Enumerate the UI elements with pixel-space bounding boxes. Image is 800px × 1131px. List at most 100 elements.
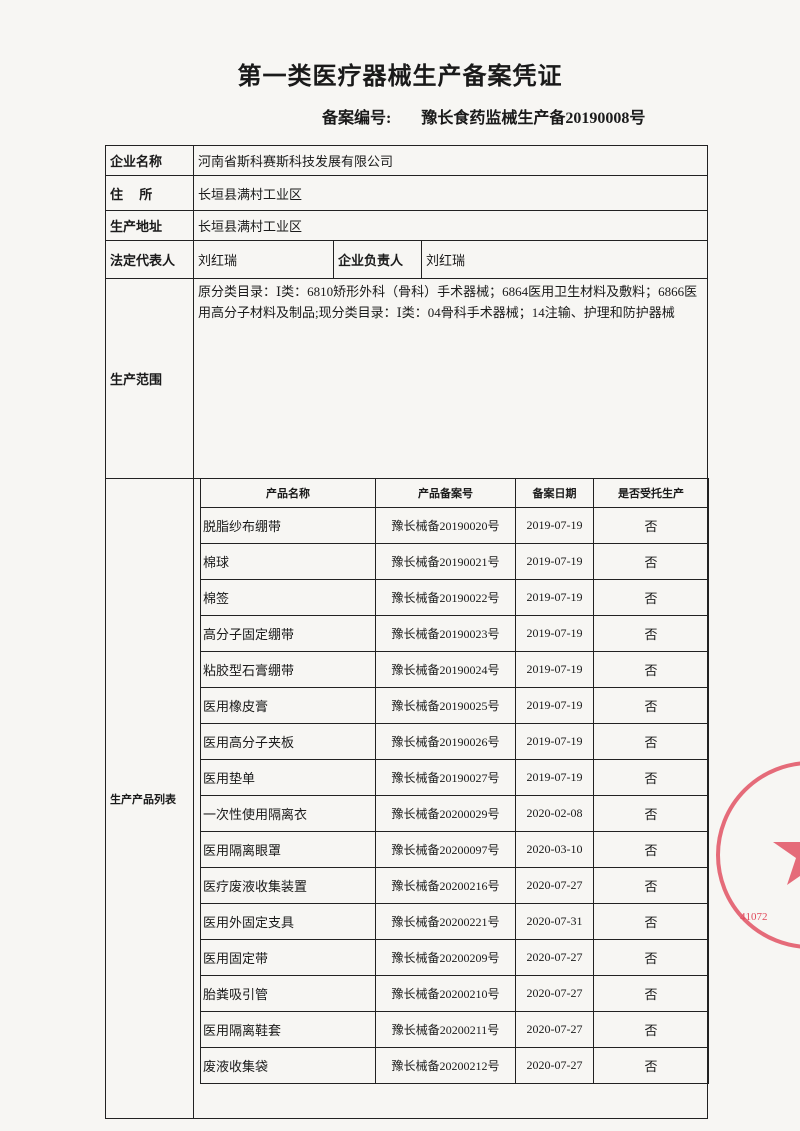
header-date: 备案日期 bbox=[515, 478, 594, 508]
product-date: 2019-07-19 bbox=[515, 687, 594, 724]
product-row: 医用固定带 豫长械备20200209号 2020-07-27 否 bbox=[200, 939, 709, 976]
product-date: 2020-07-27 bbox=[515, 1011, 594, 1048]
product-date: 2019-07-19 bbox=[515, 543, 594, 580]
record-label: 备案编号: bbox=[322, 110, 392, 127]
product-number: 豫长械备20200216号 bbox=[375, 867, 516, 904]
product-row: 医用外固定支具 豫长械备20200221号 2020-07-31 否 bbox=[200, 903, 709, 940]
product-date: 2020-07-27 bbox=[515, 1047, 594, 1084]
scope-label: 生产范围 bbox=[105, 278, 194, 479]
official-seal: 41072 bbox=[716, 761, 800, 949]
product-number: 豫长械备20190021号 bbox=[375, 543, 516, 580]
record-value: 豫长食药监械生产备20190008号 bbox=[421, 110, 646, 127]
product-row: 一次性使用隔离衣 豫长械备20200029号 2020-02-08 否 bbox=[200, 795, 709, 832]
product-name: 医用垫单 bbox=[200, 759, 376, 796]
product-number: 豫长械备20200029号 bbox=[375, 795, 516, 832]
product-entrusted: 否 bbox=[593, 543, 709, 580]
product-row: 医用垫单 豫长械备20190027号 2019-07-19 否 bbox=[200, 759, 709, 796]
company-label: 企业名称 bbox=[105, 145, 194, 176]
product-row: 医用隔离眼罩 豫长械备20200097号 2020-03-10 否 bbox=[200, 831, 709, 868]
product-date: 2020-07-27 bbox=[515, 867, 594, 904]
product-row: 医用橡皮膏 豫长械备20190025号 2019-07-19 否 bbox=[200, 687, 709, 724]
product-entrusted: 否 bbox=[593, 1011, 709, 1048]
header-number: 产品备案号 bbox=[375, 478, 516, 508]
product-header-row: 产品名称 产品备案号 备案日期 是否受托生产 bbox=[200, 478, 709, 508]
product-number: 豫长械备20200097号 bbox=[375, 831, 516, 868]
product-row: 棉签 豫长械备20190022号 2019-07-19 否 bbox=[200, 579, 709, 616]
product-date: 2019-07-19 bbox=[515, 723, 594, 760]
product-date: 2020-03-10 bbox=[515, 831, 594, 868]
product-name: 高分子固定绷带 bbox=[200, 615, 376, 652]
product-entrusted: 否 bbox=[593, 939, 709, 976]
product-entrusted: 否 bbox=[593, 903, 709, 940]
product-number: 豫长械备20200221号 bbox=[375, 903, 516, 940]
product-row: 医用隔离鞋套 豫长械备20200211号 2020-07-27 否 bbox=[200, 1011, 709, 1048]
product-name: 脱脂纱布绷带 bbox=[200, 507, 376, 544]
product-date: 2019-07-19 bbox=[515, 579, 594, 616]
product-number: 豫长械备20200209号 bbox=[375, 939, 516, 976]
header-name: 产品名称 bbox=[200, 478, 376, 508]
product-entrusted: 否 bbox=[593, 723, 709, 760]
production-address-value: 长垣县满村工业区 bbox=[193, 210, 708, 241]
legal-rep-label: 法定代表人 bbox=[105, 240, 194, 279]
product-entrusted: 否 bbox=[593, 1047, 709, 1084]
product-entrusted: 否 bbox=[593, 507, 709, 544]
product-entrusted: 否 bbox=[593, 615, 709, 652]
product-name: 医用隔离鞋套 bbox=[200, 1011, 376, 1048]
product-entrusted: 否 bbox=[593, 975, 709, 1012]
product-name: 胎粪吸引管 bbox=[200, 975, 376, 1012]
product-name: 医用外固定支具 bbox=[200, 903, 376, 940]
product-entrusted: 否 bbox=[593, 867, 709, 904]
product-number: 豫长械备20190023号 bbox=[375, 615, 516, 652]
production-address-label: 生产地址 bbox=[105, 210, 194, 241]
product-name: 粘胶型石膏绷带 bbox=[200, 651, 376, 688]
product-name: 废液收集袋 bbox=[200, 1047, 376, 1084]
product-date: 2020-07-27 bbox=[515, 975, 594, 1012]
product-number: 豫长械备20200212号 bbox=[375, 1047, 516, 1084]
product-row: 粘胶型石膏绷带 豫长械备20190024号 2019-07-19 否 bbox=[200, 651, 709, 688]
product-number: 豫长械备20200211号 bbox=[375, 1011, 516, 1048]
product-row: 医疗废液收集装置 豫长械备20200216号 2020-07-27 否 bbox=[200, 867, 709, 904]
product-date: 2020-07-27 bbox=[515, 939, 594, 976]
product-row: 高分子固定绷带 豫长械备20190023号 2019-07-19 否 bbox=[200, 615, 709, 652]
product-number: 豫长械备20190027号 bbox=[375, 759, 516, 796]
manager-value: 刘红瑞 bbox=[421, 240, 708, 279]
product-name: 医疗废液收集装置 bbox=[200, 867, 376, 904]
product-row: 脱脂纱布绷带 豫长械备20190020号 2019-07-19 否 bbox=[200, 507, 709, 544]
product-name: 医用固定带 bbox=[200, 939, 376, 976]
address-label: 住 所 bbox=[105, 175, 194, 211]
product-number: 豫长械备20190025号 bbox=[375, 687, 516, 724]
product-name: 医用高分子夹板 bbox=[200, 723, 376, 760]
product-date: 2019-07-19 bbox=[515, 507, 594, 544]
product-entrusted: 否 bbox=[593, 687, 709, 724]
product-name: 医用隔离眼罩 bbox=[200, 831, 376, 868]
product-date: 2020-07-31 bbox=[515, 903, 594, 940]
product-number: 豫长械备20200210号 bbox=[375, 975, 516, 1012]
legal-rep-value: 刘红瑞 bbox=[193, 240, 334, 279]
product-row: 胎粪吸引管 豫长械备20200210号 2020-07-27 否 bbox=[200, 975, 709, 1012]
product-date: 2019-07-19 bbox=[515, 759, 594, 796]
product-entrusted: 否 bbox=[593, 831, 709, 868]
record-number: 备案编号: 豫长食药监械生产备20190008号 bbox=[322, 104, 782, 128]
header-entrusted: 是否受托生产 bbox=[593, 478, 709, 508]
product-number: 豫长械备20190020号 bbox=[375, 507, 516, 544]
address-value: 长垣县满村工业区 bbox=[193, 175, 708, 211]
product-name: 棉球 bbox=[200, 543, 376, 580]
product-table: 产品名称 产品备案号 备案日期 是否受托生产 脱脂纱布绷带 豫长械备2019002… bbox=[200, 478, 709, 1084]
product-number: 豫长械备20190026号 bbox=[375, 723, 516, 760]
product-entrusted: 否 bbox=[593, 795, 709, 832]
manager-label: 企业负责人 bbox=[333, 240, 422, 279]
product-name: 棉签 bbox=[200, 579, 376, 616]
product-number: 豫长械备20190022号 bbox=[375, 579, 516, 616]
products-label: 生产产品列表 bbox=[105, 478, 194, 1119]
product-entrusted: 否 bbox=[593, 651, 709, 688]
product-entrusted: 否 bbox=[593, 759, 709, 796]
scope-value: 原分类目录：Ⅰ类：6810矫形外科（骨科）手术器械；6864医用卫生材料及敷料；… bbox=[193, 278, 708, 479]
product-row: 废液收集袋 豫长械备20200212号 2020-07-27 否 bbox=[200, 1047, 709, 1084]
product-entrusted: 否 bbox=[593, 579, 709, 616]
seal-code: 41072 bbox=[740, 911, 768, 923]
product-name: 一次性使用隔离衣 bbox=[200, 795, 376, 832]
product-name: 医用橡皮膏 bbox=[200, 687, 376, 724]
document-title: 第一类医疗器械生产备案凭证 bbox=[237, 64, 563, 90]
product-number: 豫长械备20190024号 bbox=[375, 651, 516, 688]
product-row: 棉球 豫长械备20190021号 2019-07-19 否 bbox=[200, 543, 709, 580]
